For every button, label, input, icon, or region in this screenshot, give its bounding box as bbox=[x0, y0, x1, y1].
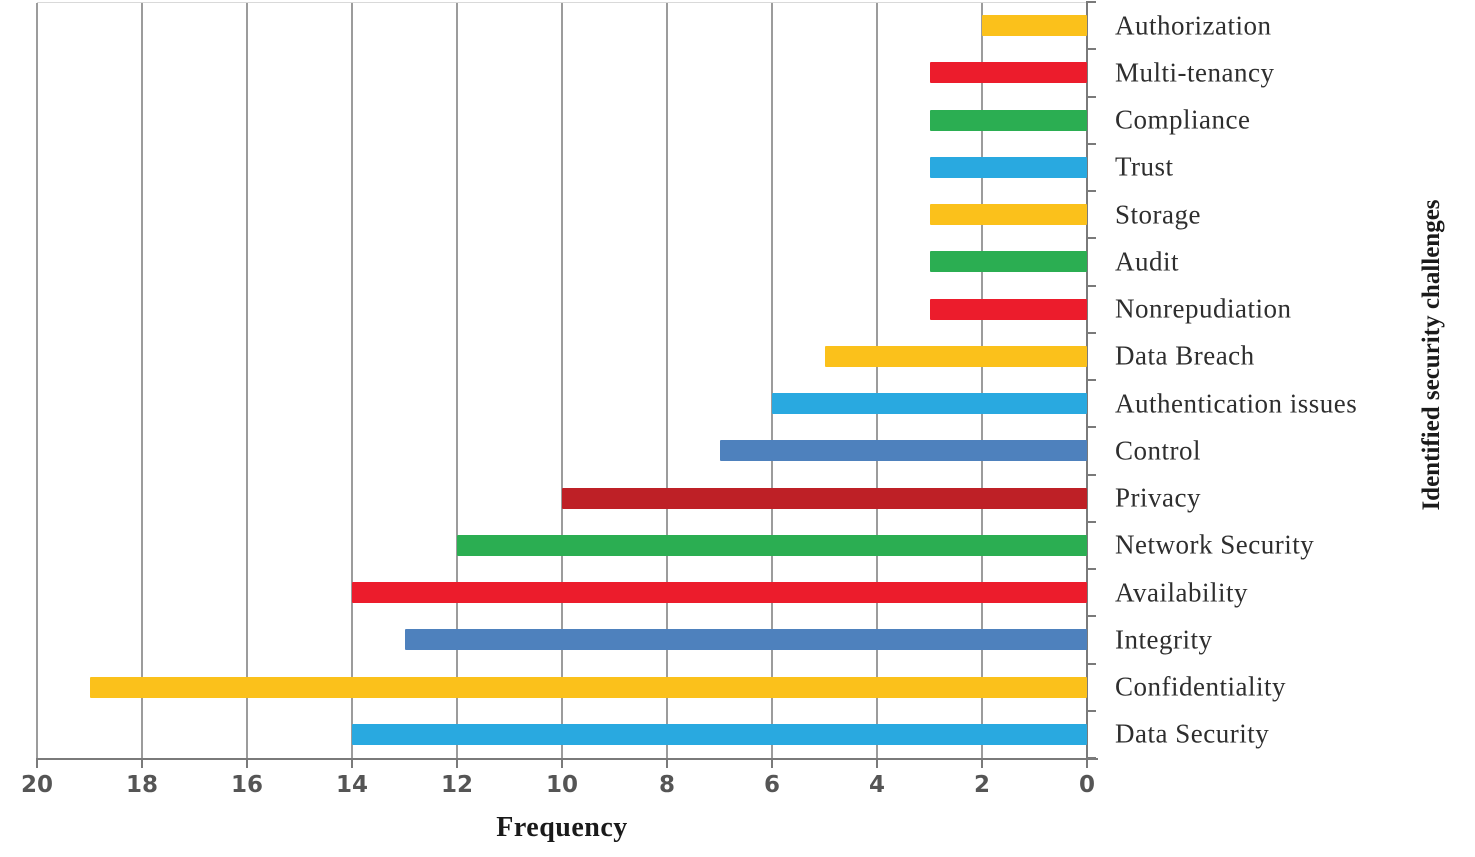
x-tick-label-2: 2 bbox=[973, 772, 990, 798]
x-axis-line bbox=[36, 758, 1098, 760]
gridline-20 bbox=[36, 3, 38, 759]
gridline-6 bbox=[771, 3, 773, 759]
bar-confidentiality bbox=[89, 676, 1087, 698]
x-axis-tick-18 bbox=[141, 760, 143, 768]
category-label-trust: Trust bbox=[1115, 151, 1174, 182]
category-label-privacy: Privacy bbox=[1115, 482, 1201, 513]
gridline-16 bbox=[246, 3, 248, 759]
y-axis-tick bbox=[1086, 237, 1096, 240]
gridline-12 bbox=[456, 3, 458, 759]
y-axis-tick bbox=[1086, 520, 1096, 523]
y-axis-tick bbox=[1086, 426, 1096, 429]
bar-authentication-issues bbox=[772, 393, 1087, 415]
y-axis-tick bbox=[1086, 615, 1096, 618]
bar-control bbox=[719, 440, 1087, 462]
x-axis-tick-6 bbox=[771, 760, 773, 768]
plot-area bbox=[36, 2, 1088, 759]
bar-privacy bbox=[562, 487, 1087, 509]
bar-availability bbox=[352, 582, 1087, 604]
bar-trust bbox=[929, 156, 1087, 178]
x-tick-label-14: 14 bbox=[335, 772, 368, 798]
bar-integrity bbox=[404, 629, 1087, 651]
x-axis-tick-8 bbox=[666, 760, 668, 768]
gridline-2 bbox=[981, 3, 983, 759]
category-label-integrity: Integrity bbox=[1115, 624, 1213, 655]
bar-multi-tenancy bbox=[929, 62, 1087, 84]
y-axis-tick bbox=[1086, 142, 1096, 145]
category-label-availability: Availability bbox=[1115, 577, 1248, 608]
category-label-authentication-issues: Authentication issues bbox=[1115, 388, 1358, 419]
x-tick-label-0: 0 bbox=[1078, 772, 1095, 798]
y-axis-tick bbox=[1086, 284, 1096, 287]
x-axis-tick-16 bbox=[246, 760, 248, 768]
gridline-18 bbox=[141, 3, 143, 759]
gridline-8 bbox=[666, 3, 668, 759]
category-label-network-security: Network Security bbox=[1115, 529, 1315, 560]
x-axis-tick-14 bbox=[351, 760, 353, 768]
bar-data-breach bbox=[824, 345, 1087, 367]
x-axis-tick-4 bbox=[876, 760, 878, 768]
x-axis-tick-20 bbox=[36, 760, 38, 768]
bar-authorization bbox=[982, 15, 1087, 37]
x-tick-label-10: 10 bbox=[545, 772, 578, 798]
y-axis-tick bbox=[1086, 568, 1096, 570]
y-axis-title: Identified security challenges bbox=[1418, 199, 1445, 511]
bar-storage bbox=[929, 204, 1087, 226]
category-label-compliance: Compliance bbox=[1115, 104, 1251, 135]
y-axis-tick bbox=[1086, 473, 1096, 476]
y-axis-tick bbox=[1086, 48, 1096, 51]
x-axis-title: Frequency bbox=[496, 812, 628, 843]
y-axis-tick bbox=[1086, 1, 1096, 3]
y-axis-tick bbox=[1086, 757, 1096, 759]
x-axis-tick-0 bbox=[1086, 760, 1088, 768]
x-tick-label-16: 16 bbox=[230, 772, 263, 798]
category-label-control: Control bbox=[1115, 435, 1202, 466]
y-axis-tick bbox=[1086, 95, 1096, 98]
x-tick-label-4: 4 bbox=[868, 772, 885, 798]
bar-data-security bbox=[352, 723, 1087, 745]
y-axis-tick bbox=[1086, 331, 1096, 334]
category-label-confidentiality: Confidentiality bbox=[1115, 671, 1286, 702]
x-tick-label-12: 12 bbox=[440, 772, 473, 798]
bar-compliance bbox=[929, 109, 1087, 131]
x-axis-tick-2 bbox=[981, 760, 983, 768]
x-tick-label-8: 8 bbox=[658, 772, 675, 798]
x-tick-label-6: 6 bbox=[763, 772, 780, 798]
x-tick-label-20: 20 bbox=[20, 772, 53, 798]
category-label-multi-tenancy: Multi-tenancy bbox=[1115, 57, 1275, 88]
x-tick-label-18: 18 bbox=[125, 772, 158, 798]
y-axis-tick bbox=[1086, 379, 1096, 381]
bar-audit bbox=[929, 251, 1087, 273]
category-label-data-breach: Data Breach bbox=[1115, 340, 1255, 371]
category-label-nonrepudiation: Nonrepudiation bbox=[1115, 293, 1292, 324]
gridline-10 bbox=[561, 3, 563, 759]
y-axis-tick bbox=[1086, 709, 1096, 712]
y-axis-line bbox=[1086, 3, 1088, 759]
bar-nonrepudiation bbox=[929, 298, 1087, 320]
category-label-data-security: Data Security bbox=[1115, 718, 1270, 749]
category-label-authorization: Authorization bbox=[1115, 10, 1272, 41]
x-axis-tick-10 bbox=[561, 760, 563, 768]
y-axis-tick bbox=[1086, 662, 1096, 665]
bar-network-security bbox=[457, 534, 1087, 556]
gridline-14 bbox=[351, 3, 353, 759]
y-axis-tick bbox=[1086, 190, 1096, 192]
category-label-audit: Audit bbox=[1115, 246, 1180, 277]
x-axis-tick-12 bbox=[456, 760, 458, 768]
gridline-4 bbox=[876, 3, 878, 759]
category-label-storage: Storage bbox=[1115, 199, 1201, 230]
